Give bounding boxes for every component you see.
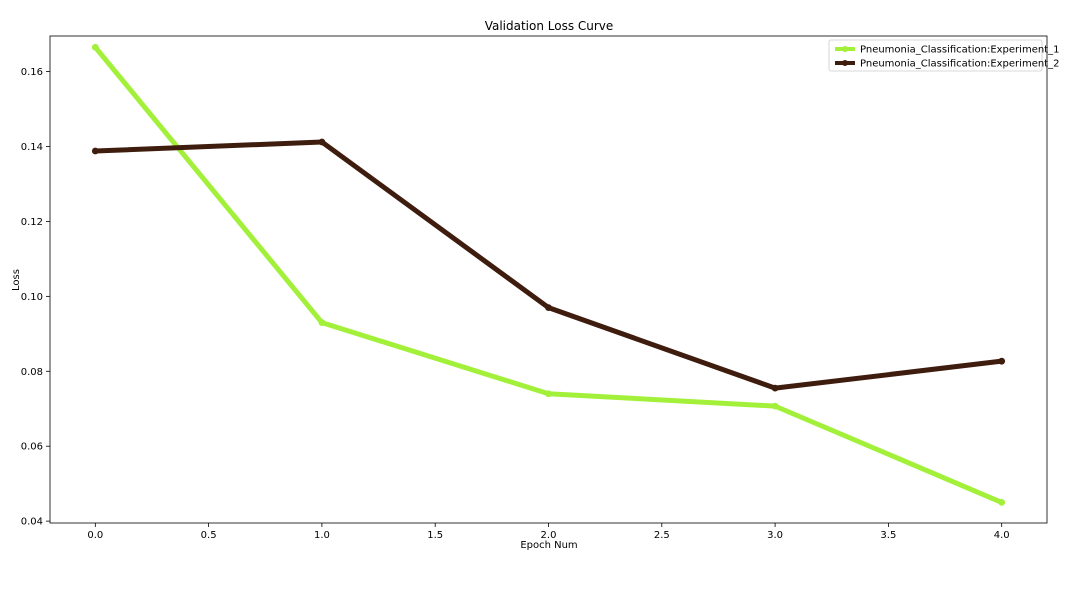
- legend-marker: [842, 46, 848, 52]
- y-tick-label: 0.10: [21, 292, 43, 303]
- x-tick-label: 3.0: [767, 530, 783, 541]
- y-tick-label: 0.08: [21, 367, 43, 378]
- legend-marker: [842, 60, 848, 66]
- data-point: [998, 498, 1006, 506]
- series-line: [92, 44, 1005, 505]
- chart-title: Validation Loss Curve: [485, 19, 614, 33]
- data-point: [545, 390, 552, 398]
- data-point: [771, 384, 779, 392]
- x-tick-label: 2.0: [541, 530, 557, 541]
- data-point: [998, 357, 1006, 365]
- series-layer: [91, 43, 1006, 506]
- data-point: [91, 147, 99, 155]
- y-tick-label: 0.12: [21, 217, 43, 228]
- legend-label: Pneumonia_Classification:Experiment_2: [860, 59, 1059, 70]
- legend-box: [828, 39, 1043, 72]
- x-axis: 0.0 0.5 1.0 1.5 2.0 2.5 3.0 3.5 4.0: [87, 523, 1010, 541]
- y-tick-label: 0.16: [21, 67, 43, 78]
- x-tick-label: 2.5: [654, 530, 670, 541]
- y-axis-label: Loss: [11, 269, 22, 291]
- x-tick-label: 4.0: [994, 530, 1010, 541]
- data-point: [318, 319, 326, 326]
- plot-frame: [49, 35, 1048, 524]
- data-point: [91, 43, 99, 51]
- x-tick-label: 3.5: [880, 530, 896, 541]
- x-tick-label: 1.5: [427, 530, 443, 541]
- x-axis-label: Epoch Num: [520, 540, 577, 551]
- series-1: [91, 43, 1006, 506]
- data-point: [545, 304, 552, 311]
- y-tick-label: 0.04: [21, 517, 43, 528]
- legend-label: Pneumonia_Classification:Experiment_1: [860, 45, 1059, 56]
- series-2: [91, 138, 1006, 392]
- x-tick-label: 0.5: [201, 530, 217, 541]
- data-point: [318, 138, 326, 146]
- y-axis: 0.04 0.06 0.08 0.10 0.12 0.14 0.16: [21, 67, 50, 528]
- x-tick-label: 0.0: [87, 530, 103, 541]
- data-point: [771, 402, 779, 410]
- series-line: [92, 139, 1005, 391]
- x-tick-label: 1.0: [314, 530, 330, 541]
- y-tick-label: 0.14: [21, 142, 43, 153]
- y-tick-label: 0.06: [21, 442, 43, 453]
- legend: Pneumonia_Classification:Experiment_1 Pne…: [828, 39, 1059, 72]
- plot-area: [49, 35, 1048, 524]
